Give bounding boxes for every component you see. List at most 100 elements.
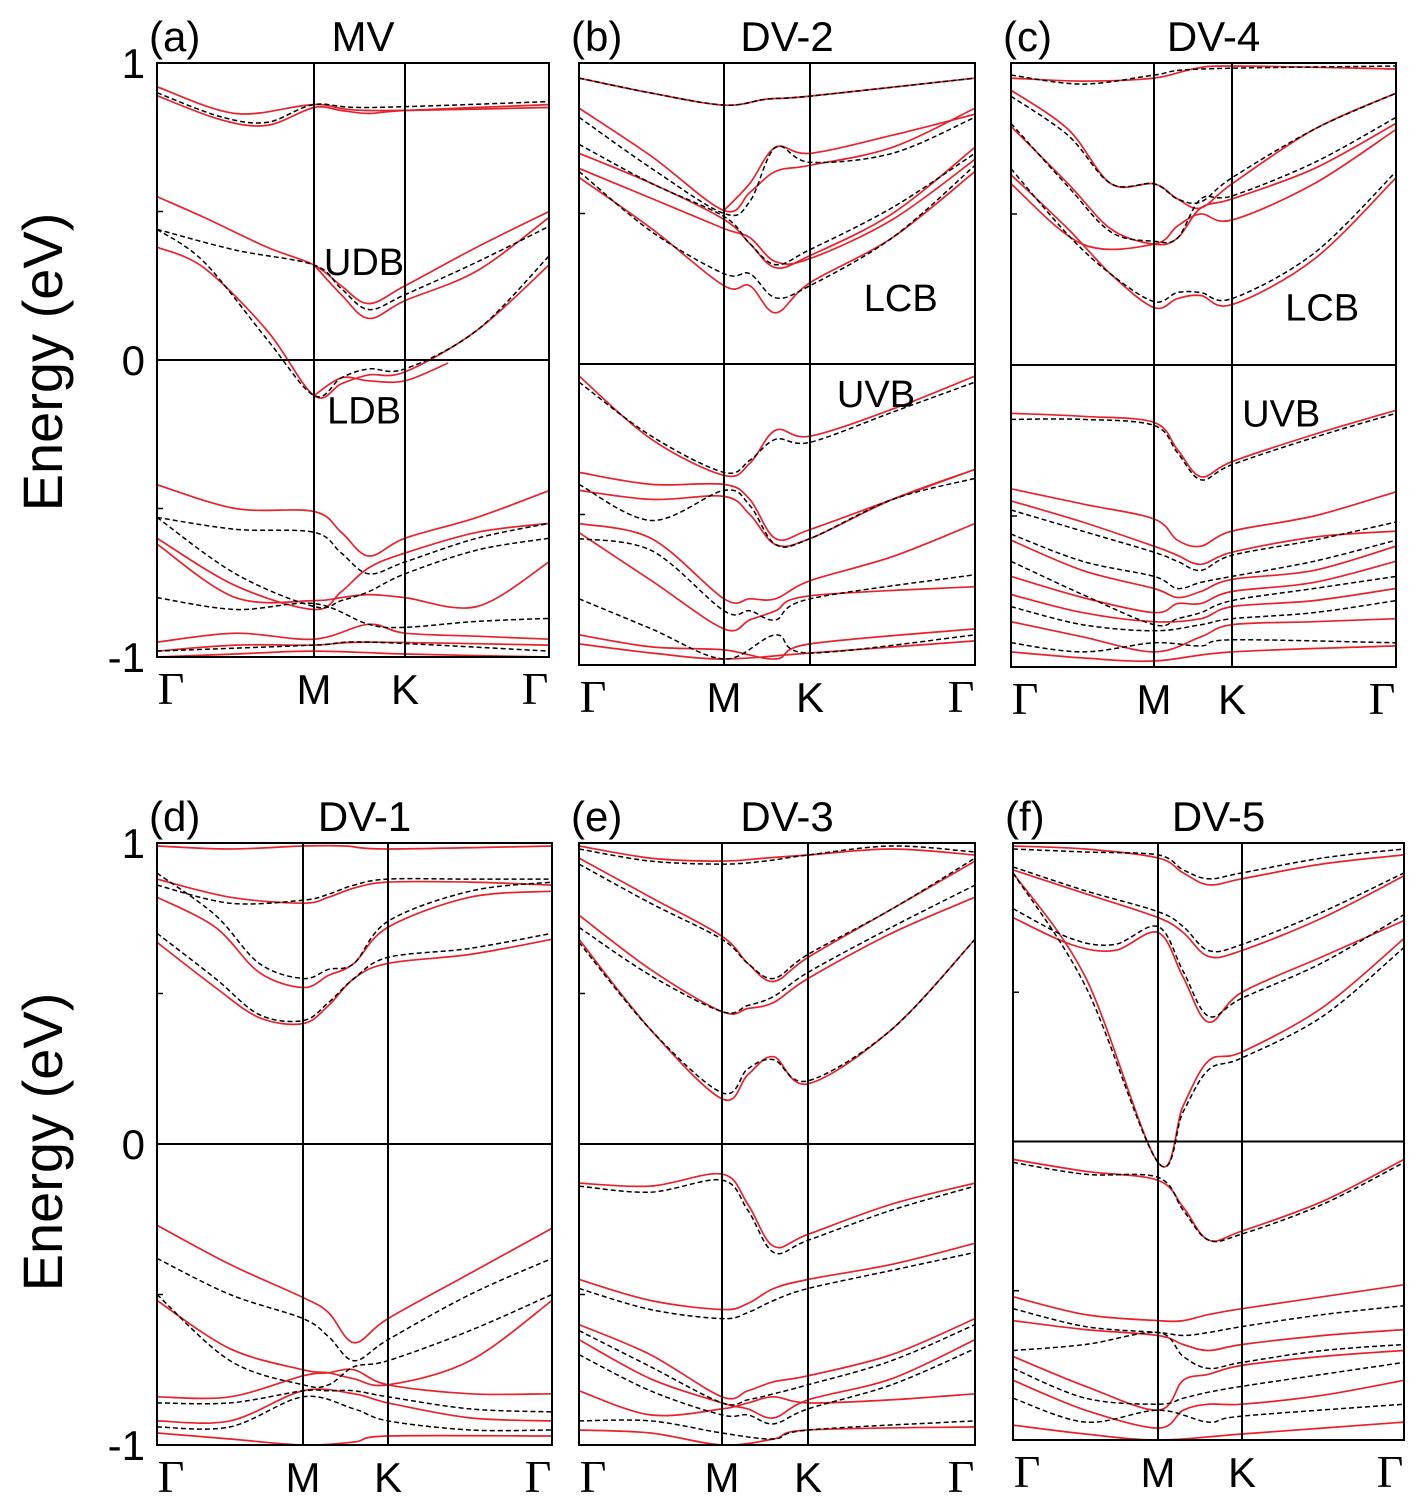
red-band-3 [157,938,552,1026]
panel-label: (e) [571,793,622,840]
red-band-0 [1013,845,1404,886]
y-tick-label: 0 [122,1121,145,1168]
panel-label: (a) [149,13,200,60]
dashed-band-7 [579,598,975,660]
dashed-band-2 [1011,116,1396,244]
panel-title: DV-5 [1172,793,1265,840]
dashed-band-2 [157,228,549,398]
dashed-band-4 [157,516,549,609]
panel-a: 1 0 -1 Γ M K Γ (a) MV UDB LDB [108,13,550,714]
kpoint-label: K [794,1454,822,1498]
band-annotation: UDB [324,242,404,284]
dashed-band-3 [157,1257,552,1362]
dashed-band-1 [1013,866,1404,953]
kpoint-label: K [1228,1449,1256,1496]
red-band-7 [1011,500,1396,566]
dashed-band-3 [157,516,549,575]
red-band-8 [157,543,549,609]
dashed-band-2 [157,932,552,1023]
dashed-band-3 [1013,872,1404,1168]
dashed-band-8 [1011,599,1396,632]
panel-e: Γ M K Γ (e) DV-3 [571,793,976,1498]
red-band-1 [157,878,552,905]
panel-b: Γ M K Γ (b) DV-2 LCB UVB [571,13,976,722]
red-band-5 [1011,409,1396,478]
kpoint-label: Γ [1012,673,1039,724]
red-band-8 [1011,539,1396,599]
red-band-9 [1013,1421,1404,1440]
kpoint-label: Γ [948,1451,975,1498]
kpoint-label: Γ [580,671,607,722]
red-band-6 [579,375,975,478]
red-band-6 [157,1368,552,1400]
dashed-band-0 [579,845,975,865]
y-tick-label: 1 [122,40,145,87]
kpoint-label: Γ [522,663,549,714]
panel-f: Γ M K Γ (f) DV-5 [1005,793,1405,1497]
dashed-band-4 [1011,412,1396,481]
dashed-band-3 [579,164,975,300]
red-band-1 [157,85,549,115]
red-band-12 [579,640,975,660]
dashed-band-6 [1013,1331,1404,1370]
kpoint-label: Γ [1014,1446,1041,1497]
dashed-band-2 [1013,908,1404,1018]
y-axis-label-bottom: Energy (eV) [11,993,74,1292]
kpoint-label: K [1218,676,1246,723]
kpoint-label: M [1141,1449,1176,1496]
band-annotation: LCB [864,278,938,320]
red-band-9 [157,623,549,643]
red-band-6 [579,1317,975,1400]
dashed-band-5 [1013,1304,1404,1337]
dashed-band-1 [579,857,975,980]
dashed-band-5 [579,1251,975,1320]
y-tick-label: -1 [108,634,145,681]
red-band-7 [579,468,975,542]
red-band-2 [579,896,975,1015]
panel-d: 1 0 -1 Γ M K Γ (d) DV-1 [108,793,553,1498]
red-band-9 [579,1426,975,1445]
kpoint-label: Γ [1369,673,1396,724]
kpoint-label: K [796,674,824,721]
kpoint-label: M [707,674,742,721]
kpoint-label: K [374,1454,402,1498]
kpoint-label: Γ [158,1451,185,1498]
red-band-6 [1011,487,1396,548]
red-band-9 [579,522,975,605]
red-band-5 [1013,1283,1404,1323]
dashed-band-1 [579,116,975,217]
red-band-2 [1011,122,1396,246]
dashed-band-7 [1013,1361,1404,1405]
kpoint-label: M [286,1454,321,1498]
panel-label: (c) [1003,13,1052,60]
kpoint-label: Γ [525,1451,552,1498]
red-band-6 [1013,1319,1404,1352]
dashed-band-5 [579,477,975,548]
red-band-8 [1013,1379,1404,1429]
panel-title: DV-4 [1167,13,1260,60]
red-band-4 [579,1172,975,1249]
dashed-band-4 [579,381,975,475]
dashed-band-3 [1011,168,1396,303]
dashed-band-6 [157,641,549,652]
red-band-1 [579,107,975,213]
red-band-6 [157,483,549,557]
red-band-3 [579,158,975,265]
dashed-band-6 [157,1395,552,1432]
dashed-band-4 [579,1178,975,1255]
dashed-band-6 [1011,533,1396,590]
dashed-band-8 [1013,1397,1404,1424]
dashed-band-6 [579,1323,975,1406]
panel-c: Γ M K Γ (c) DV-4 LCB UVB [1003,13,1397,724]
dashed-band-5 [1011,509,1396,572]
red-band-8 [579,1389,975,1417]
red-band-7 [1013,1349,1404,1412]
red-band-11 [579,628,975,660]
red-band-5 [579,1242,975,1311]
kpoint-label: Γ [158,663,185,714]
y-tick-label: 1 [122,820,145,867]
panel-title: MV [332,13,395,60]
dashed-band-1 [157,225,549,311]
